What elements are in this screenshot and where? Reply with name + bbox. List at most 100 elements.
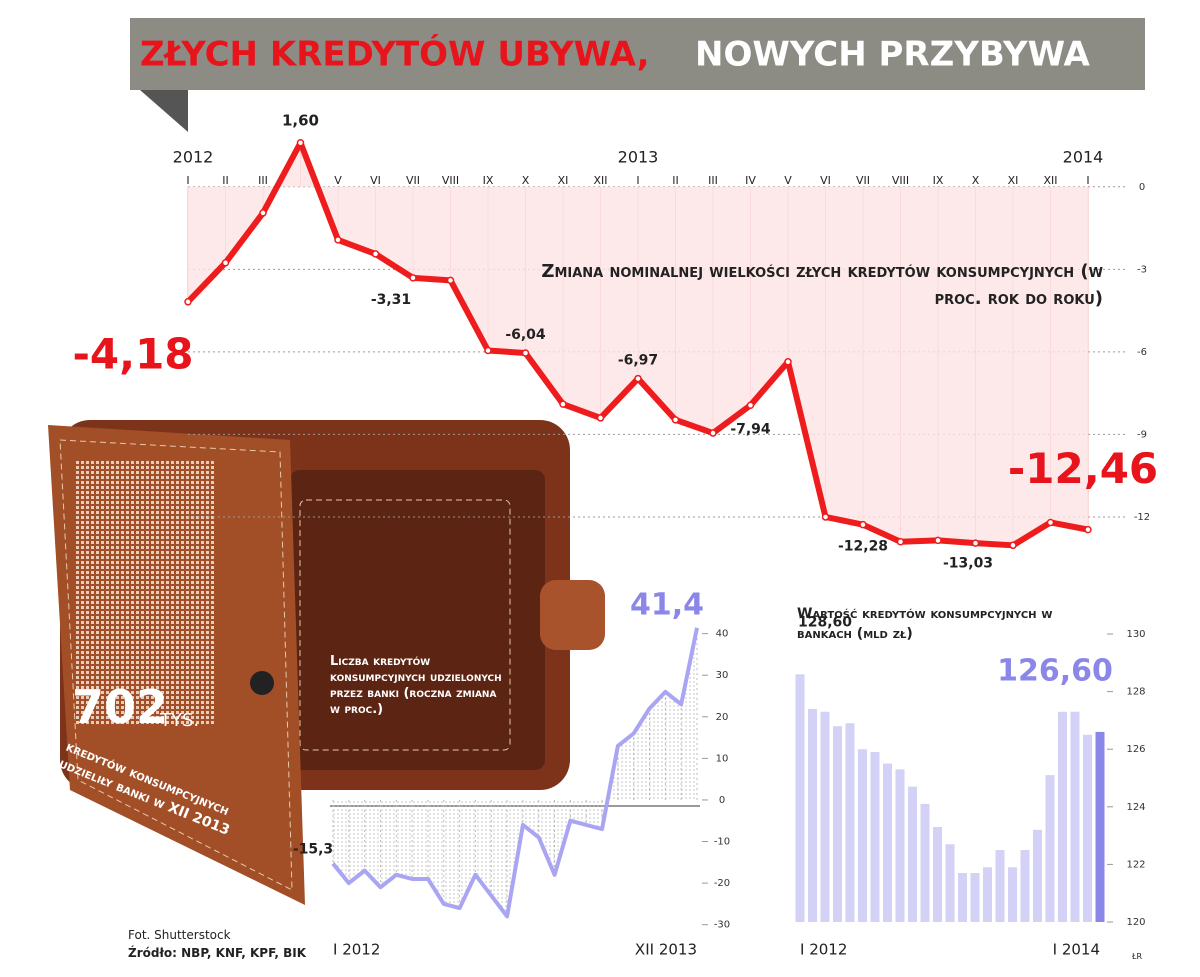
point: [259, 209, 267, 217]
title-tab: [140, 90, 188, 132]
point: [296, 139, 305, 147]
point: [709, 429, 717, 437]
area: [188, 142, 1088, 546]
y-tick-label: -3: [1137, 264, 1147, 275]
year-label: 2012: [173, 148, 214, 167]
value-label: 41,4: [630, 587, 704, 622]
point: [521, 349, 530, 357]
point: [409, 274, 417, 282]
y-tick-label: -9: [1137, 429, 1147, 440]
bar: [958, 873, 967, 922]
title-white: NOWYCH PRZYBYWA: [695, 35, 1091, 75]
value-label: -13,03: [943, 555, 993, 571]
point: [934, 536, 942, 545]
value-label: -6,97: [618, 353, 658, 369]
credit: ŁR: [1132, 952, 1143, 961]
bar: [995, 850, 1005, 922]
wallet-number: 702: [72, 680, 169, 734]
point: [334, 236, 342, 244]
x-tick-label: I 2012: [333, 941, 380, 959]
bar: [983, 867, 992, 922]
point: [634, 374, 642, 383]
value-label: -3,31: [371, 292, 411, 308]
bar: [858, 749, 867, 922]
bar: [970, 873, 980, 922]
bar: [908, 786, 917, 922]
x-tick-label: X: [522, 174, 530, 187]
x-tick-label: VIII: [892, 174, 909, 187]
point: [896, 537, 905, 546]
bar: [808, 708, 817, 922]
point: [484, 346, 492, 355]
y-tick-label: 30: [716, 670, 729, 681]
point: [859, 520, 867, 529]
point: [784, 358, 792, 366]
y-tick-label: 0: [1139, 182, 1145, 193]
line: [331, 627, 699, 919]
x-tick-label: III: [708, 174, 718, 187]
point: [559, 400, 567, 408]
bar: [795, 674, 805, 922]
y-tick-label: -10: [714, 837, 730, 848]
source: Źródło: NBP, KNF, KPF, BIK: [128, 946, 307, 960]
bar: [1070, 711, 1080, 922]
point: [184, 298, 192, 306]
x-tick-label: VI: [370, 174, 381, 187]
wallet: [48, 420, 605, 905]
x-tick-label: IV: [745, 174, 756, 187]
x-tick-label: VII: [406, 174, 420, 187]
year-label: 2014: [1063, 148, 1104, 167]
x-tick-label: XII: [593, 174, 607, 187]
x-tick-label: XII: [1043, 174, 1057, 187]
area: [333, 627, 697, 917]
photo-credit: Fot. Shutterstock: [128, 928, 231, 942]
x-tick-label: XI: [558, 174, 569, 187]
chart1-title: Zmiana nominalnej wielkości złych kredyt…: [541, 261, 1103, 309]
value-label: -7,94: [730, 421, 771, 437]
year-label: 2013: [618, 148, 659, 167]
y-tick-label: 128: [1126, 687, 1145, 698]
point: [971, 539, 980, 547]
y-tick-label: 20: [716, 712, 729, 723]
x-tick-label: X: [972, 174, 980, 187]
y-tick-label: 120: [1126, 917, 1145, 928]
bar: [820, 711, 830, 922]
y-tick-label: 130: [1126, 629, 1145, 640]
x-tick-label: II: [672, 174, 679, 187]
x-tick-label: XII 2013: [635, 941, 697, 959]
point: [821, 513, 830, 521]
title-bar: [130, 18, 1145, 90]
bar: [845, 723, 855, 922]
y-tick-label: 0: [719, 795, 725, 806]
point: [671, 416, 680, 424]
x-tick-label: I 2012: [800, 941, 847, 959]
chart3-title: Wartość kredytów konsumpcyjnych w bankac…: [797, 606, 1053, 642]
x-tick-label: IX: [483, 174, 494, 187]
bar: [1058, 711, 1067, 922]
bar: [1020, 850, 1030, 922]
bar: [1045, 775, 1055, 922]
bar: [1033, 829, 1042, 922]
x-tick-label: IX: [933, 174, 944, 187]
y-tick-label: 126: [1126, 744, 1145, 755]
wallet-unit: TYS.: [160, 710, 200, 731]
value-label: 126,60: [997, 653, 1113, 688]
point: [1084, 525, 1092, 534]
bar: [933, 826, 942, 922]
y-tick-label: -20: [714, 878, 730, 889]
y-tick-label: 10: [716, 753, 729, 764]
x-tick-label: V: [334, 174, 342, 187]
x-tick-label: VIII: [442, 174, 459, 187]
point: [371, 250, 380, 258]
bar: [1008, 867, 1017, 922]
value-label: -15,3: [293, 842, 333, 858]
value-label: -6,04: [505, 327, 546, 343]
value-label: -12,28: [838, 539, 888, 555]
x-tick-label: VII: [856, 174, 870, 187]
bar: [920, 803, 930, 922]
y-tick-label: 122: [1126, 859, 1145, 870]
bar: [870, 752, 880, 922]
x-tick-label: XI: [1008, 174, 1019, 187]
